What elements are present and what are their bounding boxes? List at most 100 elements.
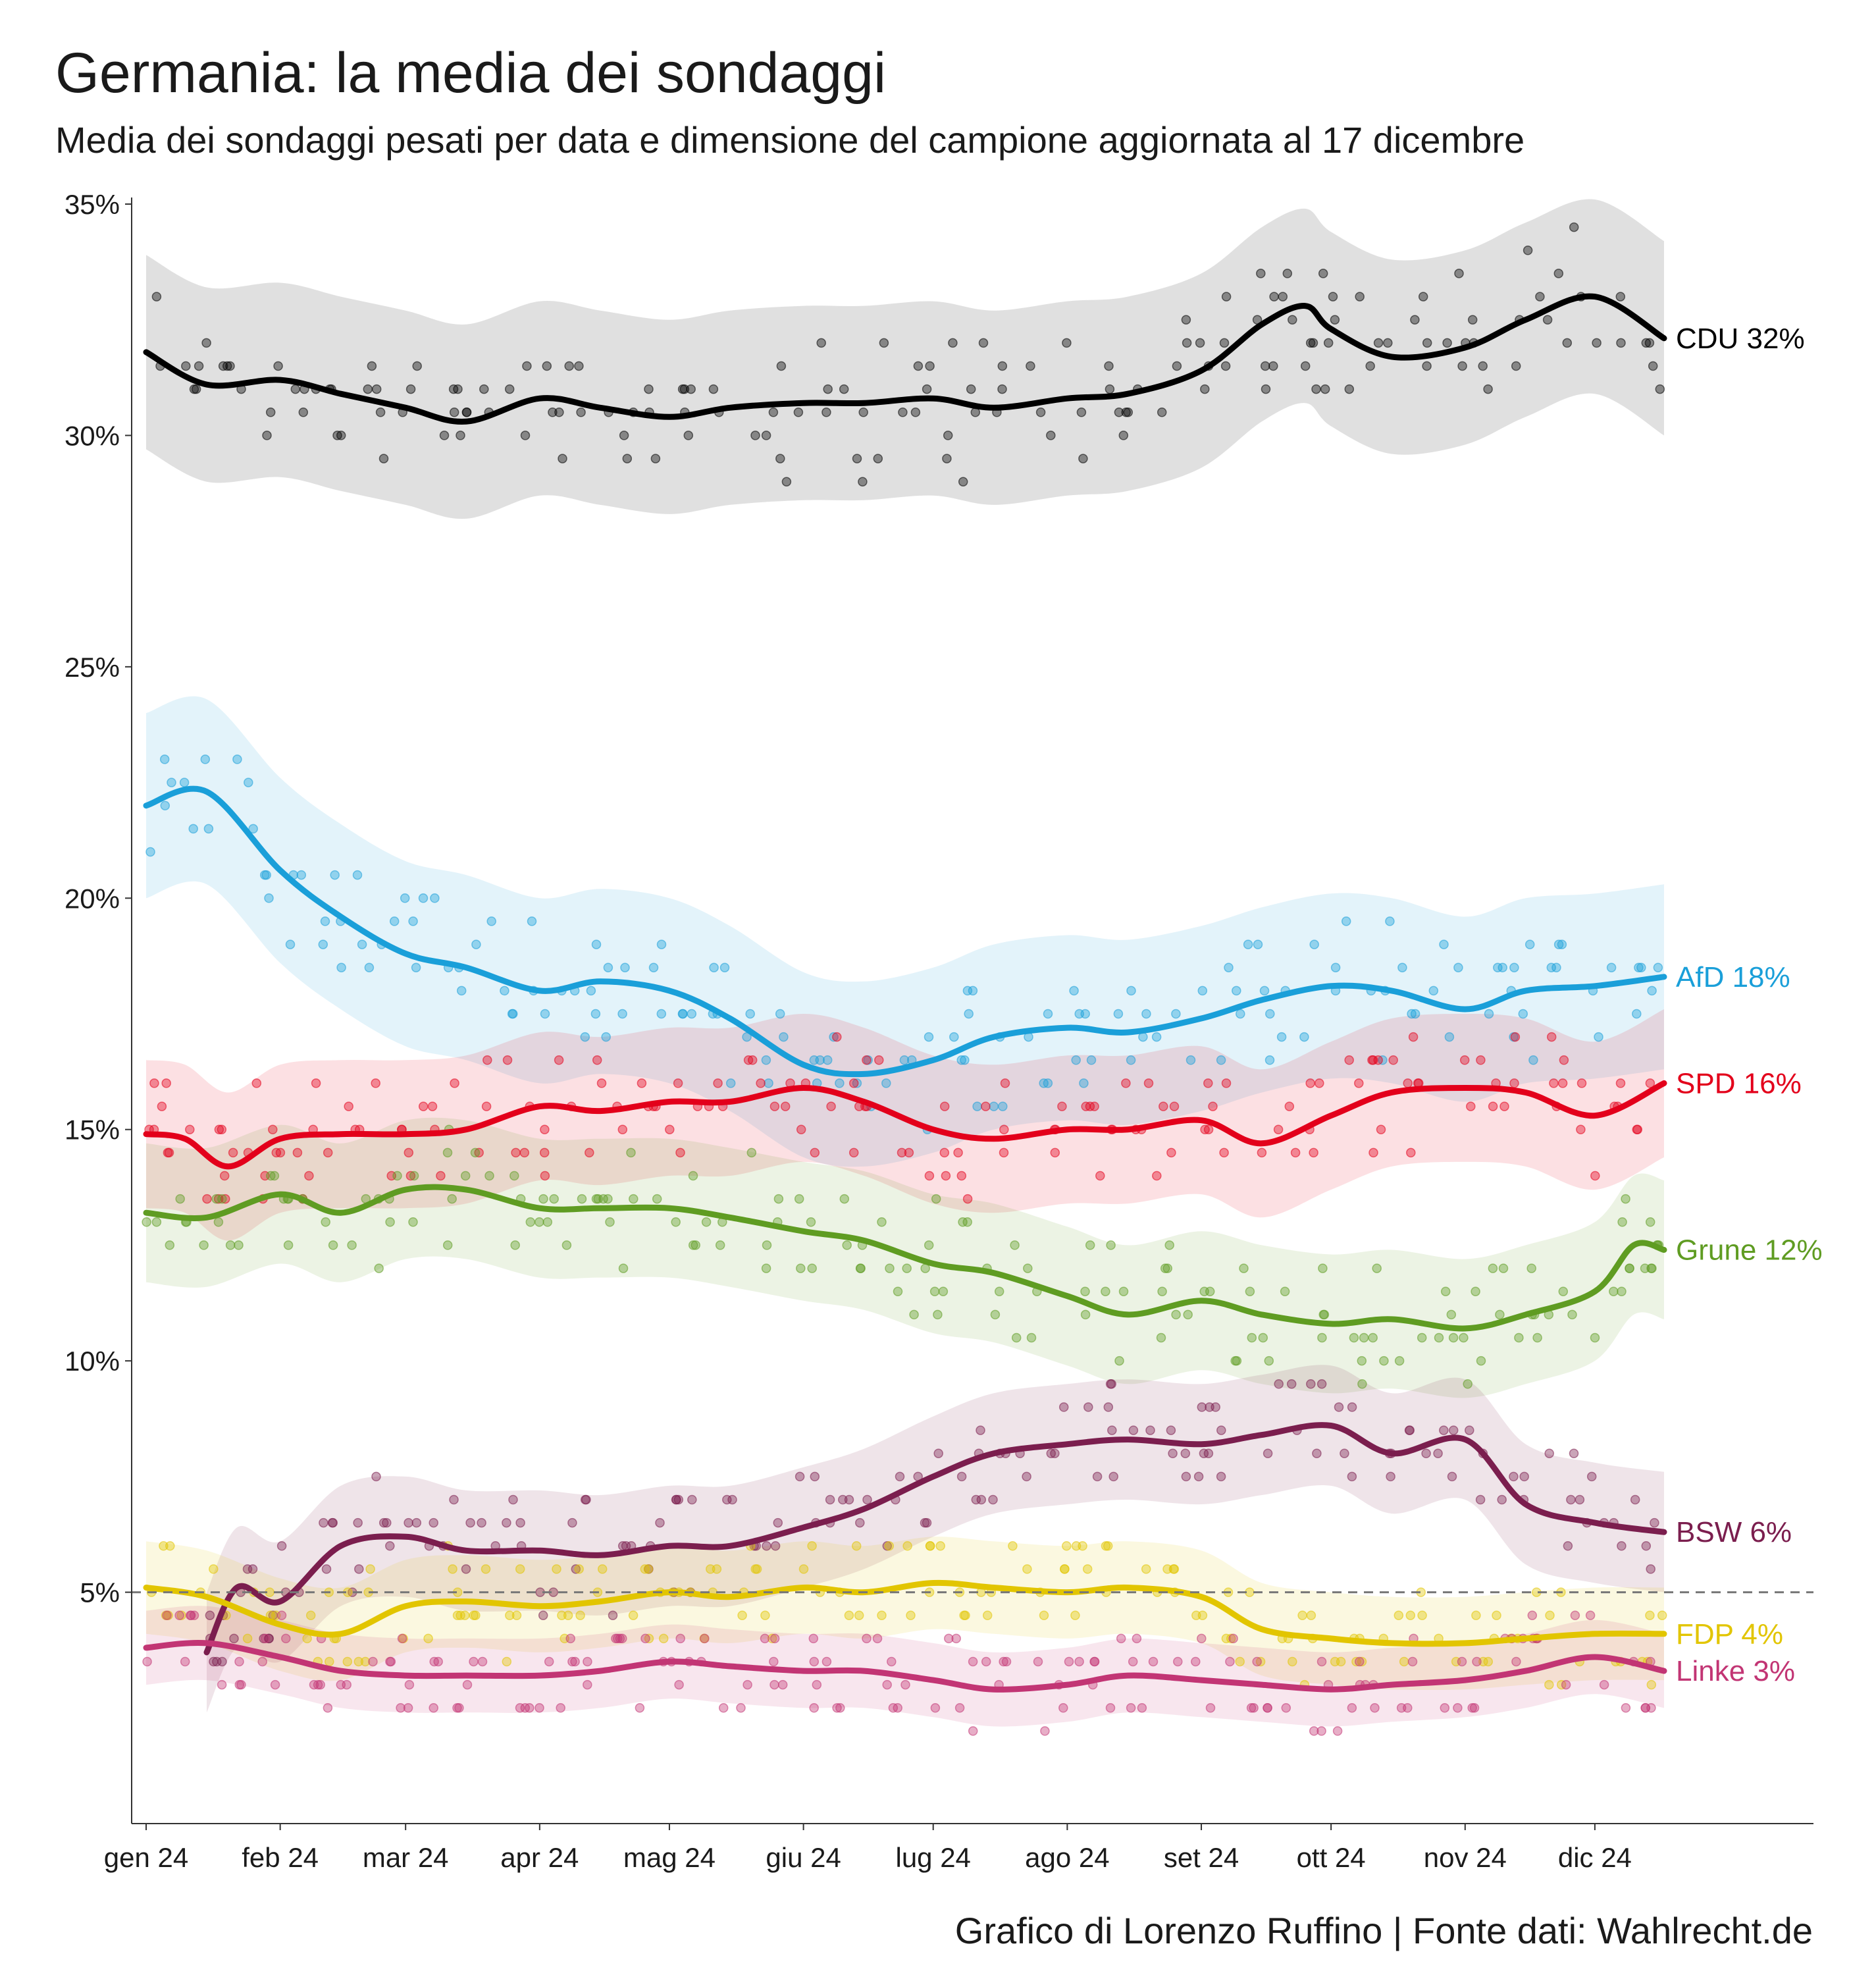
- poll-dot: [430, 893, 440, 903]
- poll-dot: [500, 986, 509, 996]
- poll-dot: [988, 1494, 998, 1505]
- poll-dot: [768, 408, 779, 417]
- poll-dot: [745, 1009, 755, 1019]
- poll-dot: [1404, 1425, 1415, 1435]
- poll-dot: [218, 361, 228, 371]
- poll-dot: [1621, 1194, 1630, 1204]
- poll-dot: [1320, 384, 1330, 394]
- band-spd: [146, 1009, 1664, 1241]
- poll-dot: [674, 1679, 684, 1690]
- poll-dot: [1471, 1610, 1481, 1620]
- poll-dot: [1657, 1610, 1667, 1620]
- poll-dot: [409, 1171, 419, 1181]
- poll-dot: [1376, 1124, 1386, 1134]
- poll-dot: [520, 431, 531, 440]
- poll-dot: [403, 1703, 413, 1713]
- band-afd: [146, 696, 1664, 1167]
- poll-dot: [644, 384, 654, 394]
- poll-dot: [910, 408, 921, 417]
- poll-dot: [829, 1032, 839, 1042]
- poll-dot: [838, 1494, 848, 1505]
- poll-dot: [1569, 1448, 1579, 1458]
- poll-dot: [1126, 1055, 1136, 1065]
- poll-dot: [1495, 1309, 1505, 1320]
- poll-dot: [1453, 1703, 1463, 1713]
- poll-dot: [1528, 1055, 1538, 1065]
- poll-dot: [1157, 1286, 1167, 1296]
- poll-dot: [958, 1217, 968, 1227]
- poll-dot: [948, 338, 958, 348]
- y-tick-label: 15%: [65, 1115, 120, 1146]
- poll-dot: [248, 1564, 258, 1574]
- poll-dot: [949, 1032, 959, 1042]
- poll-dot: [534, 1703, 544, 1713]
- poll-dot: [1311, 384, 1321, 394]
- x-tick-label: mag 24: [623, 1842, 716, 1873]
- poll-dot: [1434, 1332, 1444, 1343]
- poll-dot: [1011, 1332, 1022, 1343]
- poll-dot: [583, 1679, 592, 1690]
- poll-dot: [161, 1078, 171, 1088]
- poll-dot: [938, 1286, 949, 1296]
- poll-dot: [924, 1032, 934, 1042]
- poll-dot: [477, 1517, 486, 1528]
- poll-dot: [727, 1494, 737, 1505]
- poll-dot: [471, 1610, 481, 1620]
- label-fdp: FDP 4%: [1676, 1618, 1783, 1650]
- poll-dot: [1276, 1032, 1287, 1042]
- poll-dot: [1535, 292, 1545, 302]
- poll-dot: [1566, 1494, 1576, 1505]
- chart-title: Germania: la media dei sondaggi: [55, 41, 887, 105]
- poll-dot: [1386, 1471, 1395, 1482]
- poll-dot: [1299, 1032, 1309, 1042]
- poll-dot: [1422, 361, 1432, 371]
- poll-dot: [392, 1171, 402, 1181]
- poll-dot: [305, 1610, 316, 1620]
- poll-dot: [429, 1703, 438, 1713]
- poll-dot: [1497, 1494, 1507, 1505]
- band-cdu: [146, 199, 1664, 519]
- poll-dot: [643, 1564, 654, 1574]
- poll-dot: [1058, 1402, 1069, 1412]
- poll-dot: [1216, 1055, 1226, 1065]
- poll-dot: [1171, 1009, 1181, 1019]
- poll-dot: [981, 1101, 991, 1111]
- poll-dot: [688, 1171, 698, 1181]
- poll-dot: [808, 1633, 819, 1644]
- poll-dot: [1193, 1471, 1204, 1482]
- poll-dot: [1089, 1101, 1099, 1111]
- poll-dot: [1444, 1032, 1455, 1042]
- poll-dot: [1022, 1564, 1032, 1574]
- axes: 5% 10% 15% 20% 25% 30% 35% gen 24 feb 24 mar 24 ap…: [65, 189, 1813, 1873]
- poll-dot: [321, 1564, 332, 1574]
- poll-dot: [1440, 1703, 1450, 1713]
- poll-dot: [1211, 1402, 1220, 1412]
- poll-dot: [1433, 1448, 1443, 1458]
- poll-dot: [1132, 1633, 1142, 1644]
- poll-dot: [941, 1171, 951, 1181]
- poll-dot: [1483, 384, 1493, 394]
- poll-dot: [976, 1494, 987, 1505]
- poll-dot: [1344, 384, 1355, 394]
- line-bsw: [203, 1422, 1667, 1656]
- poll-dot: [761, 1055, 771, 1065]
- poll-dot: [1162, 1263, 1172, 1273]
- x-tick-label: feb 24: [242, 1842, 319, 1873]
- poll-dot: [542, 361, 552, 371]
- poll-dot: [275, 1147, 286, 1158]
- poll-dot: [762, 1240, 772, 1250]
- y-tick-label: 35%: [65, 189, 120, 220]
- chart-credit: Grafico di Lorenzo Ruffino | Fonte dati:…: [954, 1910, 1813, 1951]
- poll-dot: [429, 1656, 439, 1667]
- poll-dot: [375, 408, 386, 417]
- poll-dot: [1008, 1541, 1018, 1551]
- poll-dot: [1439, 939, 1449, 949]
- poll-dot: [1263, 1448, 1273, 1458]
- poll-dot: [571, 1564, 581, 1574]
- poll-dot: [608, 1610, 618, 1620]
- poll-dot: [1257, 1147, 1267, 1158]
- poll-dot: [1463, 1379, 1472, 1389]
- poll-dot: [1118, 431, 1129, 440]
- poll-dot: [1166, 1425, 1176, 1435]
- poll-dot: [1305, 338, 1316, 348]
